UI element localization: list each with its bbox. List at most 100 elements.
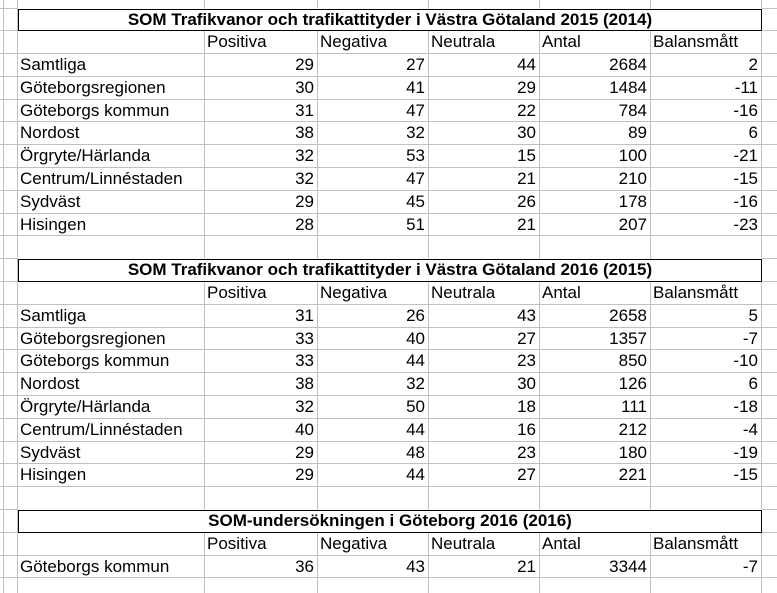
empty-cell[interactable] xyxy=(762,31,777,55)
empty-cell[interactable] xyxy=(18,578,205,593)
empty-cell[interactable] xyxy=(4,327,18,351)
row-label-cell[interactable]: Örgryte/Härlanda xyxy=(18,396,205,419)
table-title-cell[interactable]: SOM-undersökningen i Göteborg 2016 (2016… xyxy=(18,510,762,533)
value-cell[interactable]: 22 xyxy=(429,99,540,123)
empty-cell[interactable] xyxy=(762,373,777,397)
value-cell[interactable]: -21 xyxy=(651,145,762,169)
value-cell[interactable]: 29 xyxy=(205,464,318,488)
row-label-cell[interactable]: Göteborgs kommun xyxy=(18,555,205,579)
column-header-cell[interactable]: Balansmått xyxy=(651,532,762,556)
value-cell[interactable]: -23 xyxy=(651,213,762,237)
row-label-cell[interactable]: Göteborgsregionen xyxy=(18,327,205,351)
value-cell[interactable]: 210 xyxy=(540,168,651,191)
empty-cell[interactable] xyxy=(540,578,651,593)
empty-cell[interactable] xyxy=(0,0,4,9)
empty-cell[interactable] xyxy=(318,487,429,511)
value-cell[interactable]: 40 xyxy=(318,327,429,351)
empty-cell[interactable] xyxy=(762,77,777,100)
empty-cell[interactable] xyxy=(651,578,762,593)
empty-cell[interactable] xyxy=(762,0,777,9)
column-header-cell[interactable]: Negativa xyxy=(318,31,429,55)
empty-cell[interactable] xyxy=(4,0,18,9)
empty-cell[interactable] xyxy=(762,214,777,237)
column-header-cell[interactable]: Antal xyxy=(540,282,651,305)
empty-cell[interactable] xyxy=(0,327,4,351)
column-header-cell[interactable]: Positiva xyxy=(205,31,318,55)
value-cell[interactable]: 27 xyxy=(429,327,540,351)
empty-cell[interactable] xyxy=(4,145,18,169)
empty-cell[interactable] xyxy=(540,0,651,9)
value-cell[interactable]: 44 xyxy=(318,464,429,488)
value-cell[interactable]: 47 xyxy=(318,168,429,191)
empty-cell[interactable] xyxy=(4,532,18,556)
column-header-cell[interactable]: Neutrala xyxy=(429,282,540,305)
empty-cell[interactable] xyxy=(4,464,18,488)
value-cell[interactable]: 100 xyxy=(540,145,651,169)
value-cell[interactable]: 29 xyxy=(429,76,540,100)
row-label-cell[interactable]: Göteborgs kommun xyxy=(18,99,205,123)
empty-cell[interactable] xyxy=(0,373,4,397)
empty-cell[interactable] xyxy=(0,441,4,465)
empty-cell[interactable] xyxy=(0,145,4,169)
column-header-cell[interactable]: Antal xyxy=(540,31,651,55)
value-cell[interactable]: 89 xyxy=(540,122,651,146)
empty-cell[interactable] xyxy=(762,191,777,214)
empty-cell[interactable] xyxy=(4,441,18,465)
empty-cell[interactable] xyxy=(0,190,4,214)
value-cell[interactable]: 38 xyxy=(205,373,318,397)
value-cell[interactable]: 36 xyxy=(205,555,318,579)
row-label-cell[interactable]: Samtliga xyxy=(18,304,205,328)
empty-cell[interactable] xyxy=(4,350,18,374)
empty-cell[interactable] xyxy=(429,487,540,511)
empty-cell[interactable] xyxy=(0,259,4,283)
empty-cell[interactable] xyxy=(762,236,777,260)
value-cell[interactable]: 784 xyxy=(540,99,651,123)
value-cell[interactable]: -16 xyxy=(651,190,762,214)
value-cell[interactable]: -10 xyxy=(651,350,762,374)
empty-cell[interactable] xyxy=(4,122,18,146)
empty-cell[interactable] xyxy=(762,145,777,169)
value-cell[interactable]: 40 xyxy=(205,418,318,442)
empty-cell[interactable] xyxy=(4,31,18,55)
value-cell[interactable]: -15 xyxy=(651,464,762,488)
empty-cell[interactable] xyxy=(762,54,777,77)
value-cell[interactable]: 23 xyxy=(429,441,540,465)
value-cell[interactable]: 28 xyxy=(205,213,318,237)
empty-cell[interactable] xyxy=(762,259,777,283)
column-header-cell[interactable]: Antal xyxy=(540,532,651,556)
empty-cell[interactable] xyxy=(540,487,651,511)
empty-cell[interactable] xyxy=(762,419,777,442)
value-cell[interactable]: 27 xyxy=(429,464,540,488)
empty-cell[interactable] xyxy=(4,168,18,191)
table-title-cell[interactable]: SOM Trafikvanor och trafikattityder i Vä… xyxy=(18,8,762,32)
row-label-cell[interactable]: Göteborgs kommun xyxy=(18,350,205,374)
column-header-cell[interactable]: Positiva xyxy=(205,282,318,305)
empty-cell[interactable] xyxy=(762,533,777,556)
empty-cell[interactable] xyxy=(0,532,4,556)
empty-cell[interactable] xyxy=(0,168,4,191)
value-cell[interactable]: 212 xyxy=(540,418,651,442)
value-cell[interactable]: 50 xyxy=(318,396,429,419)
empty-cell[interactable] xyxy=(0,282,4,305)
empty-cell[interactable] xyxy=(318,236,429,260)
empty-cell[interactable] xyxy=(205,578,318,593)
value-cell[interactable]: 44 xyxy=(318,350,429,374)
value-cell[interactable]: 178 xyxy=(540,190,651,214)
empty-cell[interactable] xyxy=(4,190,18,214)
empty-cell[interactable] xyxy=(0,304,4,328)
value-cell[interactable]: 44 xyxy=(318,418,429,442)
empty-cell[interactable] xyxy=(0,418,4,442)
value-cell[interactable]: 32 xyxy=(205,168,318,191)
value-cell[interactable]: 43 xyxy=(429,304,540,328)
column-header-cell[interactable]: Negativa xyxy=(318,282,429,305)
column-header-cell[interactable]: Positiva xyxy=(205,532,318,556)
value-cell[interactable]: 1484 xyxy=(540,76,651,100)
value-cell[interactable]: 27 xyxy=(318,54,429,77)
empty-cell[interactable] xyxy=(4,373,18,397)
value-cell[interactable]: 850 xyxy=(540,350,651,374)
empty-cell[interactable] xyxy=(4,555,18,579)
value-cell[interactable]: -4 xyxy=(651,418,762,442)
empty-cell[interactable] xyxy=(4,76,18,100)
empty-cell[interactable] xyxy=(762,100,777,123)
empty-cell[interactable] xyxy=(4,304,18,328)
